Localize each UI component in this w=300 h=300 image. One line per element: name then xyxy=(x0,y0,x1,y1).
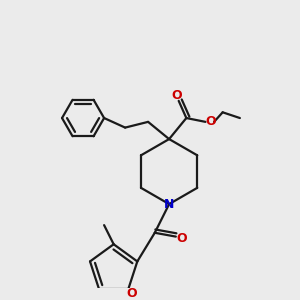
Text: O: O xyxy=(172,88,182,102)
Text: O: O xyxy=(205,116,216,128)
Text: O: O xyxy=(176,232,187,245)
Text: N: N xyxy=(164,198,174,211)
Text: O: O xyxy=(127,286,137,299)
